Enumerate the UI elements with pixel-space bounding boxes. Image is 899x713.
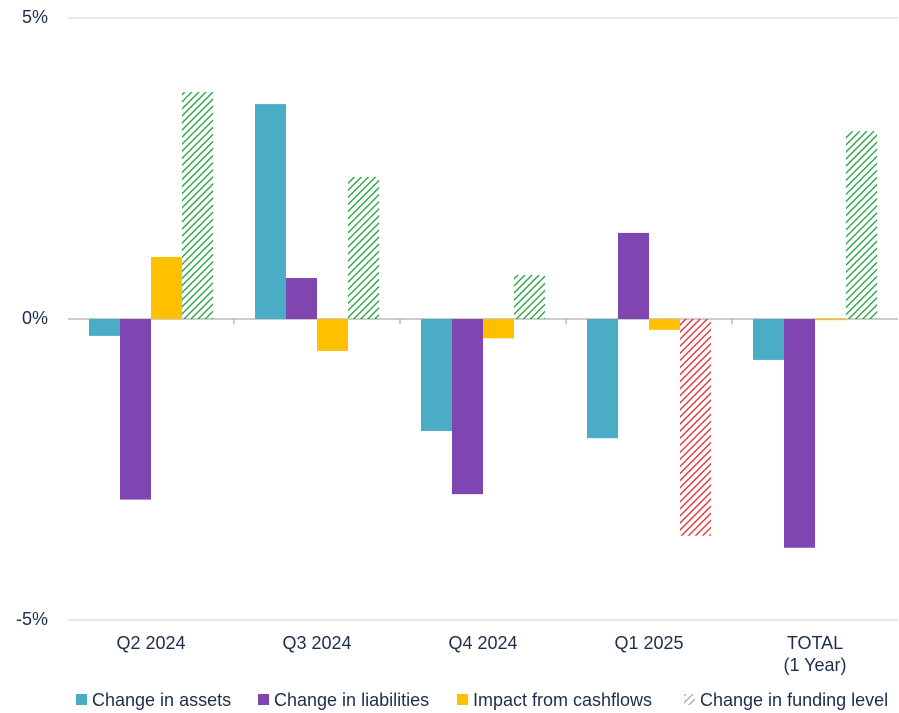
x-tick-label: Q4 2024 xyxy=(448,633,518,653)
legend-label: Change in liabilities xyxy=(274,690,429,710)
y-tick-label: 5% xyxy=(22,7,48,27)
bar xyxy=(317,319,348,351)
bar xyxy=(421,319,452,431)
x-tick-label: TOTAL (1 Year) xyxy=(783,633,847,675)
legend-swatch xyxy=(457,694,468,705)
bar xyxy=(348,176,379,319)
y-tick-label: -5% xyxy=(16,609,48,629)
bar xyxy=(784,319,815,548)
bar xyxy=(452,319,483,495)
legend-label: Change in funding level xyxy=(700,690,888,710)
bar xyxy=(255,104,286,319)
bar xyxy=(618,232,649,319)
bar xyxy=(587,319,618,439)
legend-swatch xyxy=(76,694,87,705)
bar xyxy=(89,319,120,336)
bar xyxy=(151,256,182,319)
bar xyxy=(286,278,317,319)
bar xyxy=(514,275,545,319)
x-tick-label: Q3 2024 xyxy=(282,633,352,653)
legend-label: Change in assets xyxy=(92,690,231,710)
bar xyxy=(815,319,846,321)
bar xyxy=(680,319,711,536)
bar xyxy=(846,131,877,319)
bar xyxy=(753,319,784,360)
legend-label: Impact from cashflows xyxy=(473,690,652,710)
y-tick-label: 0% xyxy=(22,308,48,328)
legend-swatch xyxy=(684,694,695,705)
x-tick-label: Q2 2024 xyxy=(116,633,186,653)
bar xyxy=(120,319,151,500)
bar xyxy=(182,92,213,320)
bar xyxy=(649,319,680,330)
x-tick-label: Q1 2025 xyxy=(614,633,684,653)
legend-swatch xyxy=(258,694,269,705)
bar xyxy=(483,319,514,339)
